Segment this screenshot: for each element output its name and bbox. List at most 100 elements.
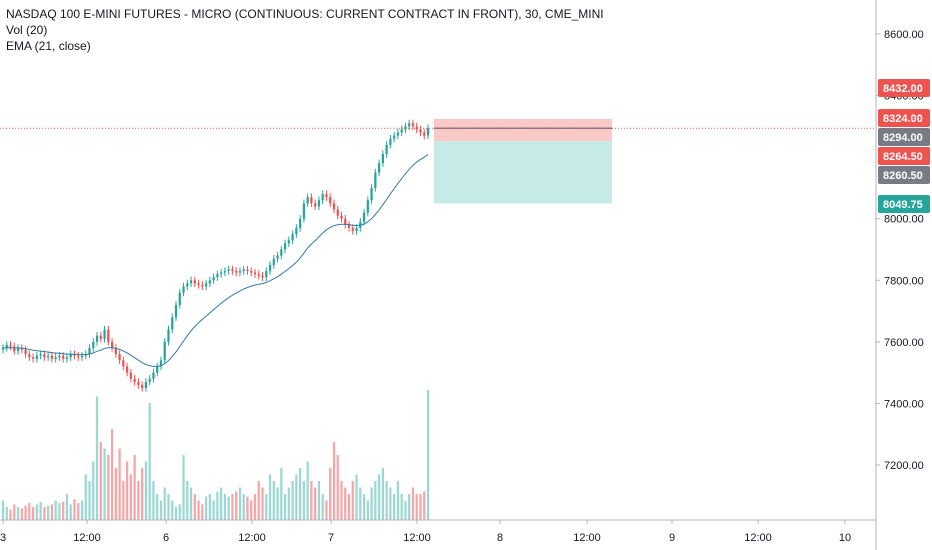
position-zones — [0, 118, 876, 204]
volume-bars — [1, 390, 430, 520]
volume-bar — [133, 455, 136, 520]
candle-body — [242, 269, 245, 272]
time-tick-label: 6 — [163, 532, 169, 544]
candle-body — [193, 280, 196, 284]
candle-body — [167, 329, 170, 342]
candle-body — [1, 348, 5, 350]
candle-body — [178, 292, 181, 305]
candle-body — [332, 203, 336, 210]
candle-body — [377, 163, 381, 173]
symbol-title[interactable]: NASDAQ 100 E-MINI FUTURES - MICRO (CONTI… — [6, 7, 604, 21]
volume-bar — [291, 481, 294, 520]
candle-body — [385, 144, 388, 155]
candle-body — [370, 187, 373, 201]
volume-bar — [216, 491, 219, 520]
candle-body — [35, 355, 38, 359]
time-tick-label: 12:00 — [73, 532, 101, 544]
candle-body — [393, 135, 396, 139]
volume-indicator-label[interactable]: Vol (20) — [6, 23, 48, 37]
candle-body — [141, 384, 144, 389]
candle-body — [47, 355, 50, 358]
volume-bar — [253, 494, 257, 520]
volume-bar — [408, 494, 411, 520]
volume-bar — [171, 500, 174, 520]
volume-bar — [69, 504, 72, 520]
candle-body — [298, 218, 302, 228]
volume-bar — [189, 487, 193, 520]
candle-body — [261, 275, 264, 278]
volume-bar — [340, 481, 343, 520]
candle-body — [347, 224, 351, 228]
candle-body — [355, 227, 358, 232]
candle-body — [257, 274, 260, 276]
candle-body — [400, 129, 403, 133]
volume-bar — [110, 429, 114, 520]
candle-body — [280, 249, 283, 256]
volume-bar — [167, 494, 170, 520]
volume-bar — [265, 494, 268, 520]
volume-bar — [314, 487, 317, 520]
volume-bar — [377, 474, 381, 520]
price-tag-bg — [878, 109, 930, 127]
candle-body — [238, 271, 242, 273]
candle-body — [381, 154, 384, 164]
volume-bar — [9, 509, 12, 520]
volume-bar — [31, 507, 35, 520]
candle-body — [9, 344, 12, 347]
volume-bar — [148, 403, 151, 520]
volume-bar — [276, 487, 279, 520]
volume-bar — [39, 501, 42, 520]
stop-loss-zone — [434, 118, 612, 142]
candle-body — [5, 344, 8, 349]
candle-body — [329, 197, 332, 204]
volume-bar — [122, 481, 125, 520]
candle-body — [28, 354, 31, 358]
candle-body — [276, 255, 279, 259]
volume-bar — [415, 494, 418, 520]
price-tag-label: 8049.75 — [883, 199, 923, 211]
volume-bar — [141, 468, 144, 520]
candle-body — [20, 348, 23, 350]
volume-bar — [47, 505, 50, 520]
candle-body — [204, 283, 208, 287]
volume-bar — [261, 487, 264, 520]
volume-bar — [156, 494, 159, 520]
candle-body — [212, 277, 215, 281]
candle-body — [197, 283, 200, 285]
candle-body — [50, 355, 54, 359]
volume-bar — [302, 481, 306, 520]
volume-bar — [393, 494, 396, 520]
volume-bar — [400, 494, 403, 520]
volume-bar — [208, 494, 211, 520]
volume-bar — [114, 468, 117, 520]
volume-bar — [73, 499, 76, 520]
volume-bar — [351, 481, 354, 520]
volume-bar — [404, 500, 407, 520]
candle-body — [110, 341, 114, 349]
volume-bar — [347, 494, 351, 520]
volume-bar — [321, 494, 324, 520]
volume-bar — [283, 494, 287, 520]
volume-bar — [16, 507, 20, 520]
volume-bar — [65, 494, 69, 520]
volume-bar — [137, 481, 140, 520]
candle-body — [54, 357, 57, 359]
candle-body — [310, 197, 313, 204]
volume-bar — [58, 503, 61, 520]
volume-bar — [118, 448, 121, 520]
time-tick-label: 12:00 — [573, 532, 601, 544]
ema-indicator-label[interactable]: EMA (21, close) — [6, 39, 91, 53]
volume-bar — [374, 481, 377, 520]
candle-body — [351, 227, 354, 232]
volume-bar — [223, 494, 227, 520]
candle-body — [189, 280, 193, 284]
candle-body — [43, 354, 46, 358]
price-tag-bg — [878, 147, 930, 165]
candle-body — [118, 354, 121, 361]
candle-body — [231, 269, 234, 272]
volume-bar — [426, 390, 430, 520]
volume-bar — [20, 508, 23, 520]
price-tag-bg — [878, 79, 930, 97]
